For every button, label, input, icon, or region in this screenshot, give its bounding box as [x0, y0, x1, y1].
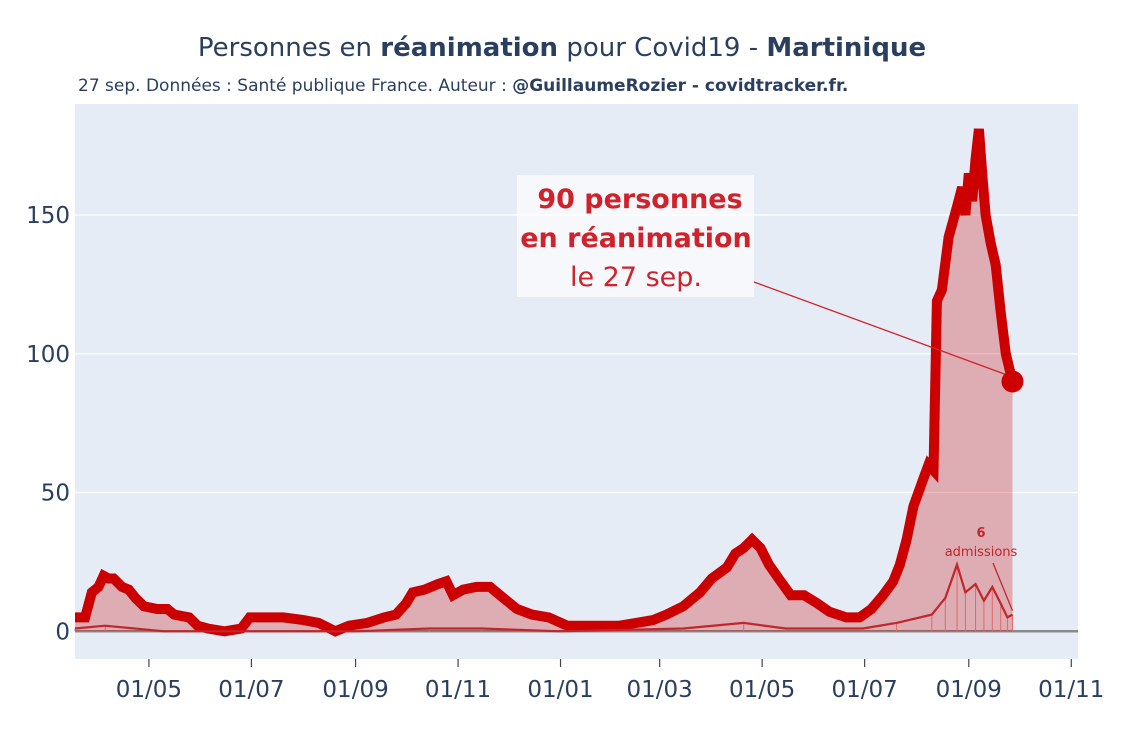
y-axis: 0 50 100 150 [26, 203, 70, 645]
annotation-box [517, 175, 754, 297]
series-lines [74, 128, 1018, 637]
series-area [75, 129, 1013, 632]
reanimation-line [75, 128, 1018, 637]
y-tick-label: 50 [41, 481, 70, 507]
annotation-line3: le 27 sep. [570, 262, 702, 293]
last-value-marker [1001, 370, 1024, 393]
x-tick-label: 01/07 [831, 677, 897, 703]
main-annotation: 90 personnes en réanimation le 27 sep. [517, 175, 1009, 377]
y-tick-label: 100 [26, 342, 70, 368]
x-tick-label: 01/01 [527, 677, 593, 703]
annotation-arrow [753, 281, 1009, 377]
chart-subtitle: 27 sep. Données : Santé publique France.… [78, 76, 848, 96]
y-tick-label: 0 [55, 619, 70, 645]
admissions-label: admissions [945, 545, 1018, 560]
x-tick-label: 01/05 [116, 677, 182, 703]
admissions-annotation: 6 admissions [945, 526, 1018, 611]
x-tick-label: 01/09 [936, 677, 1002, 703]
x-axis: 01/05 01/07 01/09 01/11 01/01 01/03 01/05 01/07… [116, 659, 1104, 703]
x-tick-label: 01/11 [1038, 677, 1104, 703]
admissions-line [74, 561, 1014, 633]
y-tick-label: 150 [26, 203, 70, 229]
x-tick-label: 01/11 [425, 677, 491, 703]
admissions-arrow [992, 562, 1014, 611]
x-tick-label: 01/05 [729, 677, 795, 703]
admissions-value: 6 [976, 526, 985, 541]
chart-title: Personnes en réanimation pour Covid19 - … [198, 33, 926, 63]
annotation-line1: 90 personnes [537, 184, 742, 215]
x-tick-label: 01/09 [322, 677, 388, 703]
reanimation-area [75, 129, 1013, 632]
x-tick-label: 01/03 [627, 677, 693, 703]
x-tick-label: 01/07 [218, 677, 284, 703]
annotation-line2: en réanimation [520, 223, 752, 254]
